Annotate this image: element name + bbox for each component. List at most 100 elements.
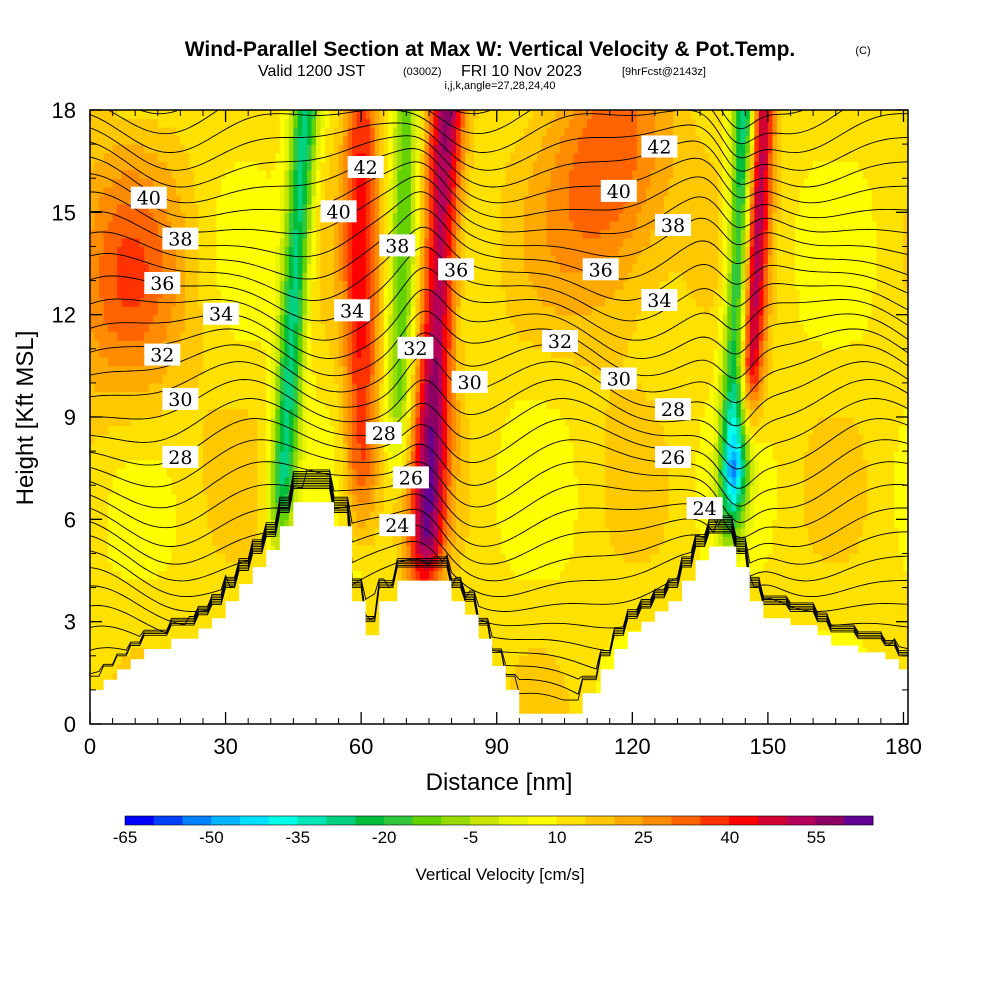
velocity-cell bbox=[135, 331, 141, 341]
velocity-cell bbox=[230, 502, 236, 512]
velocity-cell bbox=[266, 110, 272, 120]
velocity-cell bbox=[388, 544, 394, 555]
velocity-cell bbox=[157, 169, 163, 179]
velocity-cell bbox=[257, 561, 263, 572]
velocity-cell bbox=[320, 323, 326, 333]
velocity-cell bbox=[365, 493, 371, 503]
velocity-cell bbox=[315, 280, 322, 290]
velocity-cell bbox=[320, 135, 326, 145]
velocity-cell bbox=[90, 621, 96, 631]
velocity-cell bbox=[94, 161, 100, 171]
velocity-cell bbox=[126, 536, 132, 546]
velocity-cell bbox=[297, 272, 304, 282]
velocity-cell bbox=[284, 220, 290, 230]
velocity-cell bbox=[193, 212, 200, 222]
velocity-cell bbox=[135, 638, 141, 648]
velocity-cell bbox=[198, 306, 204, 316]
velocity-cell bbox=[270, 186, 276, 196]
velocity-cell bbox=[94, 561, 100, 572]
velocity-cell bbox=[180, 365, 186, 375]
velocity-cell bbox=[103, 289, 109, 299]
velocity-cell bbox=[261, 237, 267, 248]
velocity-cell bbox=[334, 519, 340, 529]
velocity-cell bbox=[135, 553, 141, 563]
velocity-cell bbox=[275, 306, 281, 316]
velocity-cell bbox=[365, 468, 371, 478]
velocity-cell bbox=[157, 374, 163, 384]
velocity-cell bbox=[202, 220, 209, 230]
velocity-cell bbox=[392, 544, 398, 555]
velocity-cell bbox=[266, 536, 272, 546]
velocity-cell bbox=[320, 118, 326, 128]
velocity-cell bbox=[117, 408, 123, 418]
velocity-cell bbox=[112, 348, 118, 358]
velocity-cell bbox=[184, 544, 191, 555]
velocity-cell bbox=[383, 451, 389, 461]
velocity-cell bbox=[225, 237, 231, 248]
velocity-cell bbox=[266, 476, 272, 486]
velocity-cell bbox=[306, 493, 313, 503]
velocity-cell bbox=[248, 374, 254, 384]
velocity-cell bbox=[193, 604, 200, 614]
velocity-cell bbox=[383, 306, 389, 316]
velocity-cell bbox=[103, 408, 109, 418]
velocity-cell bbox=[302, 442, 308, 452]
velocity-cell bbox=[392, 297, 398, 307]
velocity-cell bbox=[108, 254, 114, 265]
velocity-cell bbox=[175, 365, 181, 375]
velocity-cell bbox=[275, 314, 281, 324]
velocity-cell bbox=[370, 391, 376, 401]
velocity-cell bbox=[139, 374, 145, 384]
velocity-cell bbox=[257, 127, 263, 137]
velocity-cell bbox=[144, 579, 150, 589]
velocity-cell bbox=[315, 434, 322, 444]
velocity-cell bbox=[112, 280, 118, 290]
velocity-cell bbox=[356, 544, 362, 555]
velocity-cell bbox=[193, 127, 200, 137]
velocity-cell bbox=[392, 459, 398, 469]
velocity-cell bbox=[193, 630, 200, 640]
velocity-cell bbox=[193, 621, 200, 631]
velocity-cell bbox=[279, 399, 285, 410]
velocity-cell bbox=[135, 212, 141, 222]
velocity-cell bbox=[392, 553, 398, 563]
velocity-cell bbox=[225, 144, 231, 154]
velocity-cell bbox=[112, 391, 118, 401]
velocity-cell bbox=[284, 237, 290, 248]
velocity-cell bbox=[221, 408, 227, 418]
velocity-cell bbox=[343, 272, 349, 282]
velocity-cell bbox=[225, 280, 231, 290]
velocity-cell bbox=[112, 195, 118, 205]
velocity-cell bbox=[99, 672, 105, 682]
velocity-cell bbox=[139, 348, 145, 358]
velocity-cell bbox=[207, 365, 213, 375]
velocity-cell bbox=[248, 365, 254, 375]
velocity-cell bbox=[374, 186, 380, 196]
velocity-cell bbox=[175, 519, 181, 529]
velocity-cell bbox=[288, 348, 294, 358]
velocity-cell bbox=[239, 399, 245, 410]
velocity-cell bbox=[212, 169, 218, 179]
velocity-cell bbox=[121, 195, 127, 205]
velocity-cell bbox=[221, 161, 227, 171]
velocity-cell bbox=[338, 195, 344, 205]
velocity-cell bbox=[252, 195, 258, 205]
velocity-cell bbox=[94, 144, 100, 154]
velocity-cell bbox=[383, 544, 389, 555]
velocity-cell bbox=[248, 280, 254, 290]
velocity-cell bbox=[198, 570, 204, 580]
velocity-cell bbox=[103, 604, 109, 614]
velocity-cell bbox=[243, 297, 249, 307]
velocity-cell bbox=[320, 144, 326, 154]
velocity-cell bbox=[374, 195, 380, 205]
velocity-cell bbox=[90, 417, 96, 427]
velocity-cell bbox=[270, 280, 276, 290]
velocity-cell bbox=[198, 331, 204, 341]
velocity-cell bbox=[117, 544, 123, 555]
velocity-cell bbox=[202, 519, 209, 529]
velocity-cell bbox=[257, 110, 263, 120]
velocity-cell bbox=[239, 323, 245, 333]
velocity-cell bbox=[302, 451, 308, 461]
velocity-cell bbox=[184, 331, 191, 341]
velocity-cell bbox=[99, 664, 105, 674]
